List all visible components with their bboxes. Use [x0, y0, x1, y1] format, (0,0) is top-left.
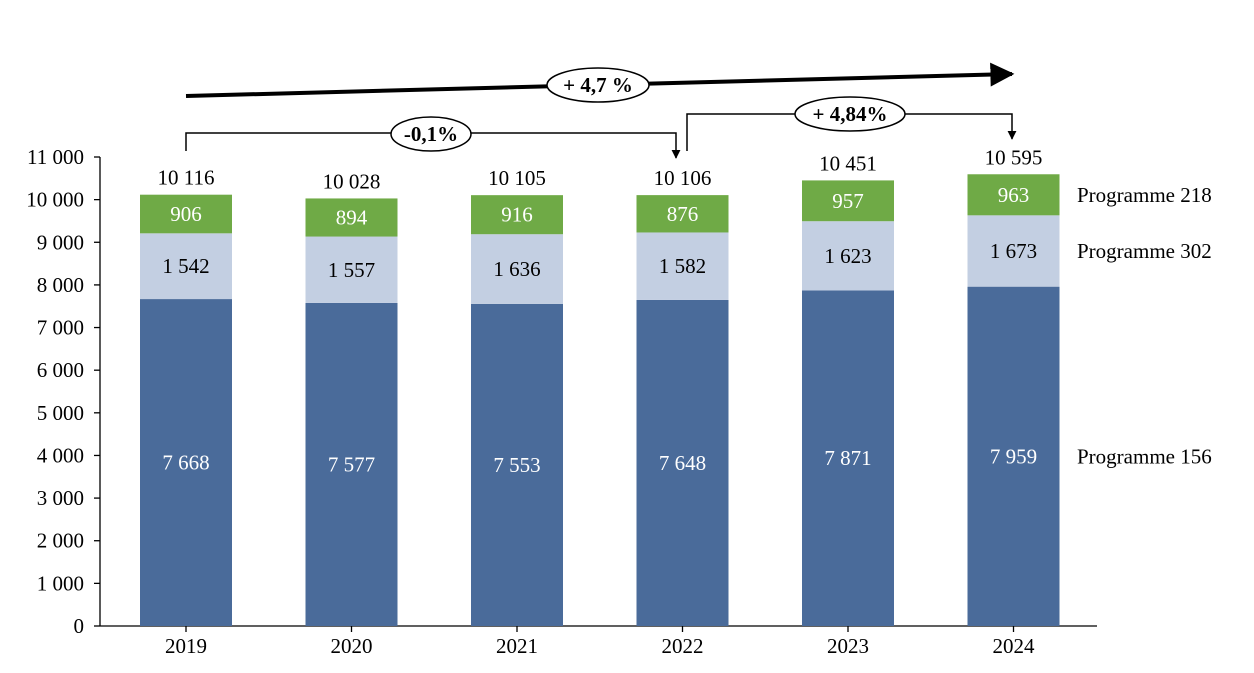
data-label: 1 623 — [824, 244, 871, 268]
y-tick-label: 10 000 — [26, 188, 84, 212]
legend-label: Programme 156 — [1077, 444, 1212, 468]
y-tick-label: 2 000 — [37, 529, 84, 553]
y-tick-label: 9 000 — [37, 230, 84, 254]
data-label: 7 553 — [493, 453, 540, 477]
x-tick-label: 2023 — [827, 634, 869, 658]
data-label: 7 959 — [990, 444, 1037, 468]
total-label: 10 595 — [985, 145, 1043, 169]
total-label: 10 116 — [158, 166, 215, 190]
axes: 0 1 000 2 000 3 000 4 000 5 000 6 000 7 000 8 00… — [26, 145, 1097, 658]
x-tick-label: 2022 — [662, 634, 704, 658]
y-tick-label: 8 000 — [37, 273, 84, 297]
data-label: 906 — [170, 202, 202, 226]
y-tick-label: 4 000 — [37, 443, 84, 467]
data-label: 7 871 — [824, 446, 871, 470]
bar-segment — [967, 215, 1060, 287]
x-tick-label: 2024 — [993, 634, 1036, 658]
y-tick-label: 1 000 — [37, 571, 84, 595]
y-tick-label: 0 — [74, 614, 85, 638]
overall-growth-label: + 4,7 % — [563, 73, 633, 97]
overall-growth-badge — [546, 67, 650, 103]
data-label: 7 668 — [162, 451, 209, 475]
bar-segment — [802, 221, 894, 291]
x-tick-label: 2021 — [496, 634, 538, 658]
legend: Programme 156 Programme 302 Programme 218 — [1077, 183, 1212, 468]
bar-segment — [802, 180, 894, 222]
y-tick-label: 3 000 — [37, 486, 84, 510]
data-label: 876 — [667, 202, 699, 226]
data-label: 7 648 — [659, 451, 706, 475]
data-label: 916 — [501, 203, 533, 227]
data-label: 957 — [832, 189, 864, 213]
y-tick-label: 7 000 — [37, 316, 84, 340]
bar-segment — [305, 198, 398, 237]
data-label: 1 582 — [659, 254, 706, 278]
period1-badge — [390, 116, 472, 152]
bar-segment — [636, 232, 729, 300]
total-label: 10 028 — [323, 169, 381, 193]
data-label: 1 673 — [990, 239, 1037, 263]
annotations: + 4,7 % -0,1% + 4,84% — [185, 62, 1017, 159]
y-tick-label: 11 000 — [27, 145, 84, 169]
data-label: 1 542 — [162, 254, 209, 278]
bar-segment — [471, 195, 563, 235]
bar-segment — [140, 299, 232, 626]
bar-segment — [967, 286, 1060, 626]
bar-segment — [305, 236, 398, 303]
period2-badge — [794, 96, 906, 132]
bar-segment — [636, 195, 729, 233]
y-tick-label: 5 000 — [37, 401, 84, 425]
data-label: 963 — [998, 183, 1030, 207]
data-label: 1 557 — [328, 258, 375, 282]
total-label: 10 451 — [819, 151, 877, 175]
bar-segment — [636, 299, 729, 626]
data-label: 1 636 — [493, 257, 540, 281]
bar-segment — [471, 234, 563, 304]
bar-segment — [471, 303, 563, 626]
bars: 7 668 1 542 906 10 116 7 577 1 557 894 10 028 7 … — [140, 145, 1060, 626]
data-label: 894 — [336, 206, 368, 230]
bar-segment — [967, 174, 1060, 216]
total-label: 10 106 — [654, 166, 712, 190]
bar-segment — [140, 233, 232, 300]
data-label: 7 577 — [328, 452, 375, 476]
period1-label: -0,1% — [404, 122, 458, 146]
legend-label: Programme 218 — [1077, 183, 1212, 207]
legend-label: Programme 302 — [1077, 239, 1212, 263]
bar-segment — [140, 194, 232, 234]
bar-segment — [802, 290, 894, 626]
x-tick-label: 2020 — [331, 634, 373, 658]
total-label: 10 105 — [488, 166, 546, 190]
y-tick-label: 6 000 — [37, 358, 84, 382]
x-tick-label: 2019 — [165, 634, 207, 658]
bar-segment — [305, 302, 398, 626]
period2-label: + 4,84% — [813, 102, 888, 126]
